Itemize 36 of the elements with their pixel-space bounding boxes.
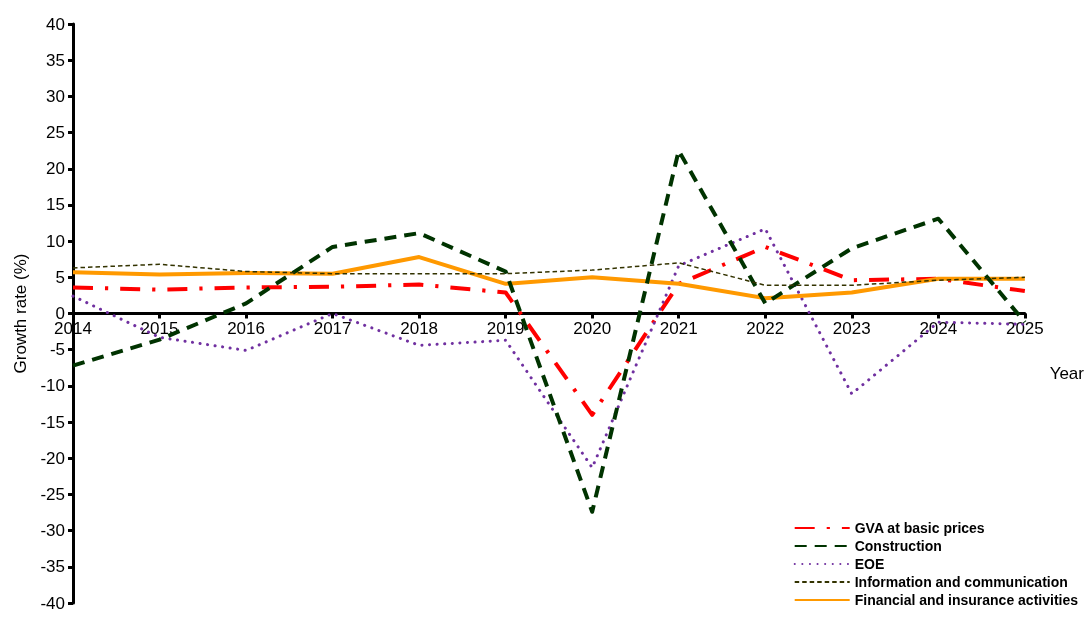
x-tick-label: 2021: [659, 318, 698, 338]
y-tick-label: 15: [46, 195, 65, 215]
y-tick-label: 25: [46, 123, 65, 143]
y-tick-label: 20: [46, 159, 65, 179]
legend-label: EOE: [854, 556, 885, 572]
line-series: [71, 255, 1027, 301]
legend-label: Information and communication: [854, 574, 1068, 590]
x-axis-title: Year: [1049, 364, 1085, 383]
y-tick-label: -25: [40, 484, 65, 504]
y-tick-label: -40: [40, 593, 65, 613]
y-axis-title: Growth rate (%): [11, 253, 30, 374]
y-tick-label: -35: [40, 557, 65, 577]
x-tick-label: 2023: [832, 318, 871, 338]
y-tick-label: -30: [40, 521, 65, 541]
y-tick-label: 30: [46, 86, 65, 106]
legend-label: GVA at basic prices: [854, 520, 985, 536]
line-series: [72, 262, 1026, 287]
legend-label: Construction: [854, 538, 942, 554]
x-tick-label: 2025: [1005, 318, 1044, 338]
x-tick-label: 2020: [573, 318, 612, 338]
y-tick-label: 5: [55, 267, 65, 287]
x-tick-label: 2019: [486, 318, 525, 338]
y-tick-label: 10: [46, 231, 65, 251]
y-tick-label: -15: [40, 412, 65, 432]
x-tick-label: 2016: [227, 318, 265, 338]
y-tick-label: 40: [46, 14, 65, 34]
legend-label: Financial and insurance activities: [854, 592, 1079, 608]
y-tick-label: -20: [40, 448, 65, 468]
y-tick-label: 35: [46, 50, 65, 70]
y-tick-label: 0: [55, 304, 65, 323]
x-tick-label: 2018: [400, 318, 439, 338]
y-tick-label: -10: [40, 376, 65, 396]
x-tick-label: 2022: [746, 318, 785, 338]
y-tick-label: -5: [49, 340, 65, 360]
x-tick-label: 2017: [313, 318, 352, 338]
x-tick-label: 2024: [919, 318, 958, 338]
